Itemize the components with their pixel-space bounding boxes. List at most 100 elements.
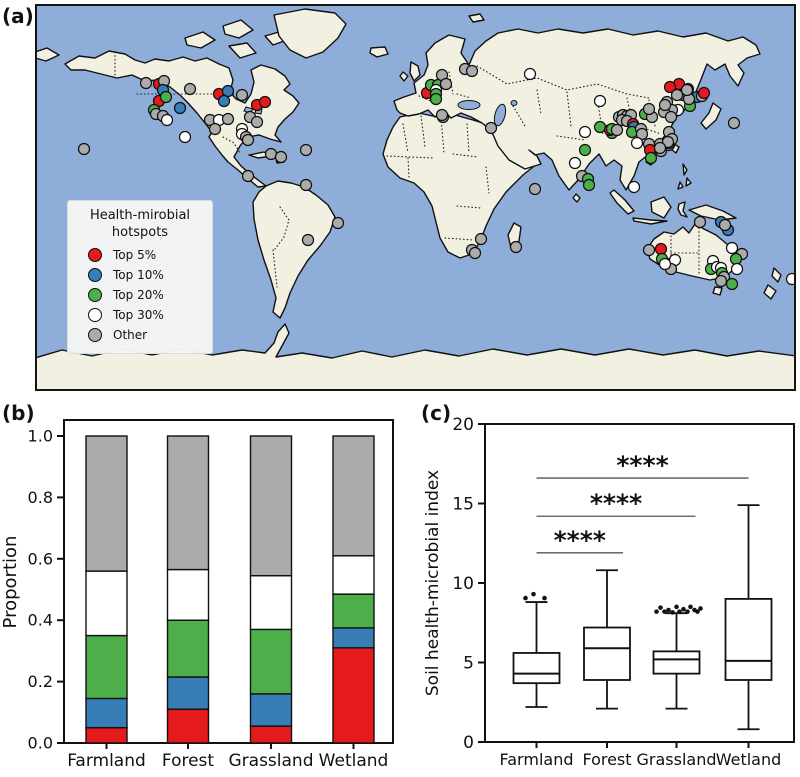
site-marker <box>663 80 677 94</box>
plot-frame <box>63 419 394 744</box>
bar-segment <box>249 693 293 727</box>
site-marker <box>250 115 264 129</box>
site-marker <box>578 143 592 157</box>
y-tick-label: 0.2 <box>28 672 53 691</box>
site-marker <box>664 110 678 124</box>
bar-segment <box>332 647 375 744</box>
bar-segment <box>166 619 210 678</box>
category-label: Farmland <box>500 750 574 769</box>
legend-item-top30: Top 30% <box>88 305 206 325</box>
japan <box>700 102 722 130</box>
site-marker <box>241 169 255 183</box>
south-america <box>252 180 336 319</box>
site-marker <box>221 112 235 126</box>
site-marker <box>208 122 222 136</box>
y-tick-label: 0.0 <box>28 734 53 753</box>
site-marker <box>642 243 656 257</box>
site-marker <box>680 83 694 97</box>
site-marker <box>528 182 542 196</box>
outlier-dot <box>531 591 536 597</box>
outlier-dot <box>662 609 667 614</box>
site-marker <box>468 246 482 260</box>
site-marker <box>217 94 231 108</box>
site-marker <box>593 94 607 108</box>
tasmania <box>712 286 723 296</box>
category-label: Grassland <box>637 750 717 769</box>
great-britain <box>409 61 421 82</box>
world-map-panel: Health-mirobial hotspots Top 5% Top 10% … <box>35 4 796 391</box>
site-marker <box>582 178 596 192</box>
bar-segment <box>249 435 293 577</box>
site-marker <box>670 88 684 102</box>
y-tick-label: 1.0 <box>28 427 53 446</box>
philippines <box>685 177 692 187</box>
site-marker <box>474 232 488 246</box>
category-label: Grassland <box>229 751 314 771</box>
arctic-island <box>228 42 257 59</box>
y-tick-label: 0 <box>463 733 474 753</box>
site-marker <box>642 102 656 116</box>
philippines <box>677 181 684 190</box>
arctic-island <box>184 31 216 49</box>
outlier-dot <box>670 610 675 615</box>
site-marker <box>630 136 644 150</box>
bar-segment <box>166 568 210 621</box>
site-marker <box>183 82 197 96</box>
site-marker <box>331 216 345 230</box>
bar-segment <box>166 708 210 744</box>
caspian-sea <box>493 103 507 127</box>
outlier-dot <box>685 609 690 614</box>
panel-a-label: (a) <box>2 4 34 28</box>
box <box>724 597 773 681</box>
box-plot-chart: **** **** **** Farmland Forest Grassland Wetla… <box>423 415 795 769</box>
bar-segment <box>332 435 375 557</box>
site-marker <box>235 88 249 102</box>
site-marker <box>714 274 728 288</box>
site-marker <box>301 233 315 247</box>
category-label: Wetland <box>319 751 389 771</box>
bar-segment <box>249 574 293 631</box>
continents <box>37 8 794 389</box>
significance-stars: **** <box>554 526 606 555</box>
site-marker <box>727 116 741 130</box>
stacked-bar-chart: Farmland Forest Grassland Wetland 0.0 0.2 0.4 0… <box>0 419 394 771</box>
site-marker <box>77 142 91 156</box>
category-label: Forest <box>582 750 631 769</box>
site-marker <box>173 101 187 115</box>
site-marker <box>139 76 153 90</box>
bar-segment <box>85 634 128 700</box>
ireland <box>399 71 409 82</box>
bar-segment <box>85 726 128 744</box>
outlier-dot <box>542 595 547 601</box>
philippines <box>682 163 688 176</box>
legend-item-other: Other <box>88 325 206 345</box>
iceland <box>369 46 389 58</box>
significance-stars: **** <box>590 489 642 518</box>
site-marker <box>221 84 235 98</box>
sri-lanka <box>572 193 581 203</box>
outlier-dot <box>658 605 663 610</box>
site-marker <box>568 156 582 170</box>
top30-marker-icon <box>88 308 102 323</box>
category-label: Forest <box>162 751 215 771</box>
outlier-dot <box>674 604 679 610</box>
sumatra <box>609 189 635 215</box>
bar-segment <box>249 628 293 695</box>
top20-marker-icon <box>88 288 102 303</box>
outlier-dot <box>523 595 528 601</box>
new-zealand <box>763 284 777 300</box>
site-marker <box>509 240 523 254</box>
top5-marker-icon <box>88 248 102 263</box>
site-marker <box>729 252 743 266</box>
y-tick-label: 10 <box>452 574 474 594</box>
site-marker <box>627 180 641 194</box>
category-label: Farmland <box>67 751 146 771</box>
y-tick-label: 0.8 <box>28 488 53 507</box>
box <box>652 650 701 675</box>
y-tick-label: 20 <box>452 415 474 435</box>
svalbard <box>468 13 485 23</box>
category-label: Wetland <box>716 750 782 769</box>
site-marker <box>730 262 744 276</box>
site-marker <box>159 90 173 104</box>
site-marker <box>653 141 667 155</box>
